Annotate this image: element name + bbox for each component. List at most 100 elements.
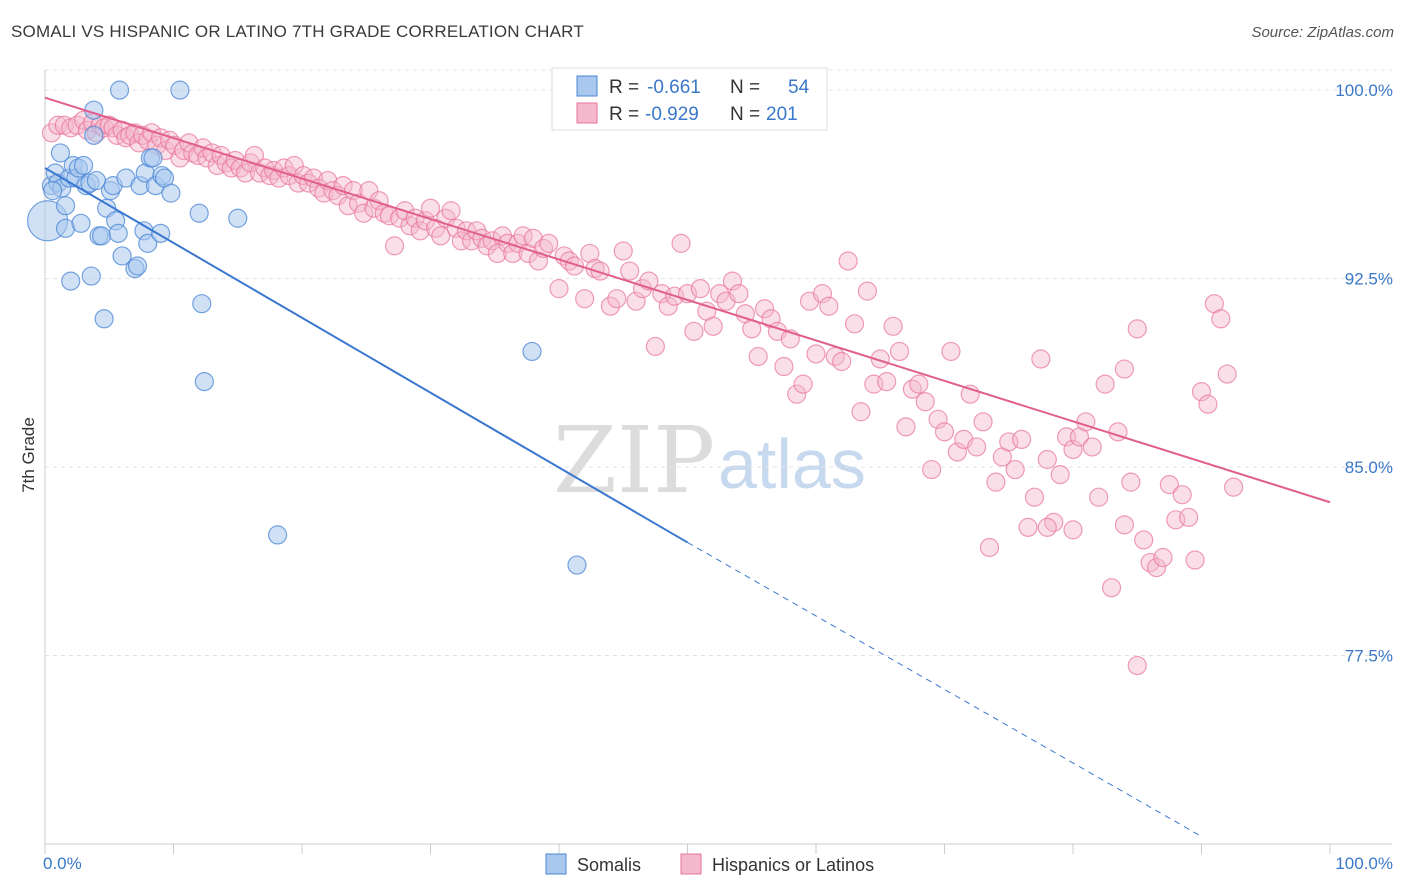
x-tick-label-1: 100.0% (1335, 854, 1393, 873)
legend-swatch-somali (576, 75, 598, 97)
chart-title: SOMALI VS HISPANIC OR LATINO 7TH GRADE C… (11, 22, 584, 41)
axes (44, 70, 1392, 854)
hispanic-point-71 (384, 236, 405, 256)
hispanic-point-159 (915, 392, 935, 412)
hispanic-point-110 (600, 296, 621, 316)
somali-point-39 (143, 148, 163, 168)
hispanic-point-124 (690, 279, 710, 299)
hispanic-point-144 (819, 296, 839, 316)
somali-point-33 (127, 256, 148, 276)
somali-point-46 (189, 203, 209, 223)
hispanic-point-148 (844, 314, 865, 334)
watermark-atlas: atlas (718, 425, 866, 503)
legend-n-label-somali: N = (730, 77, 760, 98)
hispanic-point-190 (1114, 515, 1135, 535)
watermark: ZIP atlas (553, 407, 866, 514)
hispanic-point-188 (1101, 578, 1122, 598)
hispanic-point-133 (748, 346, 768, 367)
y-tick-label-1: 85.0% (1345, 458, 1393, 477)
y-axis-label: 7th Grade (19, 417, 38, 493)
hispanic-points (41, 110, 1244, 676)
hispanic-point-196 (1153, 547, 1173, 568)
hispanic-point-82 (441, 201, 461, 221)
legend-n-label-hispanic: N = (730, 104, 760, 125)
hispanic-point-129 (722, 271, 743, 291)
somali-point-52 (567, 555, 587, 575)
hispanic-point-191 (1121, 472, 1141, 492)
hispanic-point-111 (607, 289, 627, 309)
y-tick-label-2: 92.5% (1345, 270, 1393, 289)
hispanic-point-211 (1037, 517, 1057, 537)
somali-point-9 (61, 271, 81, 291)
hispanic-point-201 (1185, 550, 1205, 570)
hispanic-point-149 (851, 402, 871, 422)
somali-point-44 (161, 183, 181, 203)
hispanic-point-206 (1217, 364, 1237, 384)
hispanic-point-137 (774, 356, 794, 377)
somali-point-49 (228, 208, 248, 228)
hispanic-point-4 (67, 115, 87, 135)
hispanic-point-102 (549, 279, 569, 299)
hispanic-point-101 (539, 233, 559, 253)
somali-point-45 (170, 80, 190, 100)
hispanic-point-143 (812, 284, 833, 304)
hispanic-point-154 (883, 316, 903, 336)
hispanic-point-205 (1211, 309, 1231, 329)
somali-point-51 (522, 341, 542, 362)
somali-point-13 (71, 213, 91, 233)
somali-point-6 (55, 196, 76, 216)
legend-n-value-somali: 54 (788, 77, 810, 98)
y-tick-labels: 77.5% 85.0% 92.5% 100.0% (1335, 81, 1393, 665)
hispanic-point-98 (523, 228, 543, 248)
somali-point-4 (50, 143, 71, 163)
somali-point-22 (91, 226, 112, 246)
hispanic-point-203 (1198, 394, 1218, 414)
hispanic-point-139 (787, 384, 807, 404)
trend-lines (44, 96, 1331, 837)
somali-trend-extension (687, 542, 1202, 837)
hispanic-point-209 (1114, 359, 1135, 379)
hispanic-point-142 (806, 344, 826, 364)
legend-n-value-hispanic: 201 (766, 104, 798, 125)
legend-r-label-somali: R = (609, 77, 639, 98)
hispanic-point-146 (832, 351, 852, 372)
somali-point-37 (138, 233, 158, 253)
somali-point-14 (73, 155, 94, 176)
hispanic-point-153 (877, 372, 897, 392)
bottom-legend-label-hispanic: Hispanics or Latinos (712, 855, 874, 875)
hispanic-point-78 (420, 198, 441, 218)
hispanic-point-178 (1037, 449, 1057, 470)
hispanic-point-109 (590, 261, 610, 281)
hispanic-point-162 (934, 422, 955, 442)
hispanic-point-192 (1127, 319, 1147, 339)
hispanic-point-140 (793, 374, 813, 394)
legend-r-value-somali: -0.661 (647, 77, 701, 98)
somali-point-53 (43, 181, 63, 201)
hispanic-point-155 (889, 341, 910, 362)
legend-r-value-hispanic: -0.929 (645, 104, 699, 125)
hispanic-trend-line (44, 96, 1331, 504)
hispanic-point-210 (1063, 520, 1083, 540)
hispanic-point-175 (1018, 517, 1038, 537)
hispanic-point-194 (1140, 552, 1160, 573)
somali-trend-line (44, 167, 689, 544)
hispanic-point-177 (1031, 349, 1051, 369)
bottom-legend: Somalis Hispanics or Latinos (545, 853, 874, 875)
somali-point-50 (267, 525, 288, 545)
hispanic-point-186 (1089, 487, 1109, 507)
somali-points (26, 80, 587, 575)
hispanic-point-117 (645, 336, 665, 357)
somali-point-29 (109, 80, 130, 100)
hispanic-point-55 (303, 168, 324, 188)
hispanic-point-169 (979, 537, 1000, 558)
hispanic-point-84 (451, 231, 471, 251)
hispanic-point-114 (626, 291, 646, 311)
hispanic-point-179 (1044, 512, 1064, 532)
hispanic-point-182 (1063, 439, 1083, 460)
hispanic-point-157 (902, 379, 922, 399)
hispanic-point-167 (967, 437, 987, 457)
hispanic-point-174 (1011, 429, 1032, 450)
hispanic-point-107 (580, 243, 600, 264)
hispanic-point-123 (684, 321, 704, 341)
